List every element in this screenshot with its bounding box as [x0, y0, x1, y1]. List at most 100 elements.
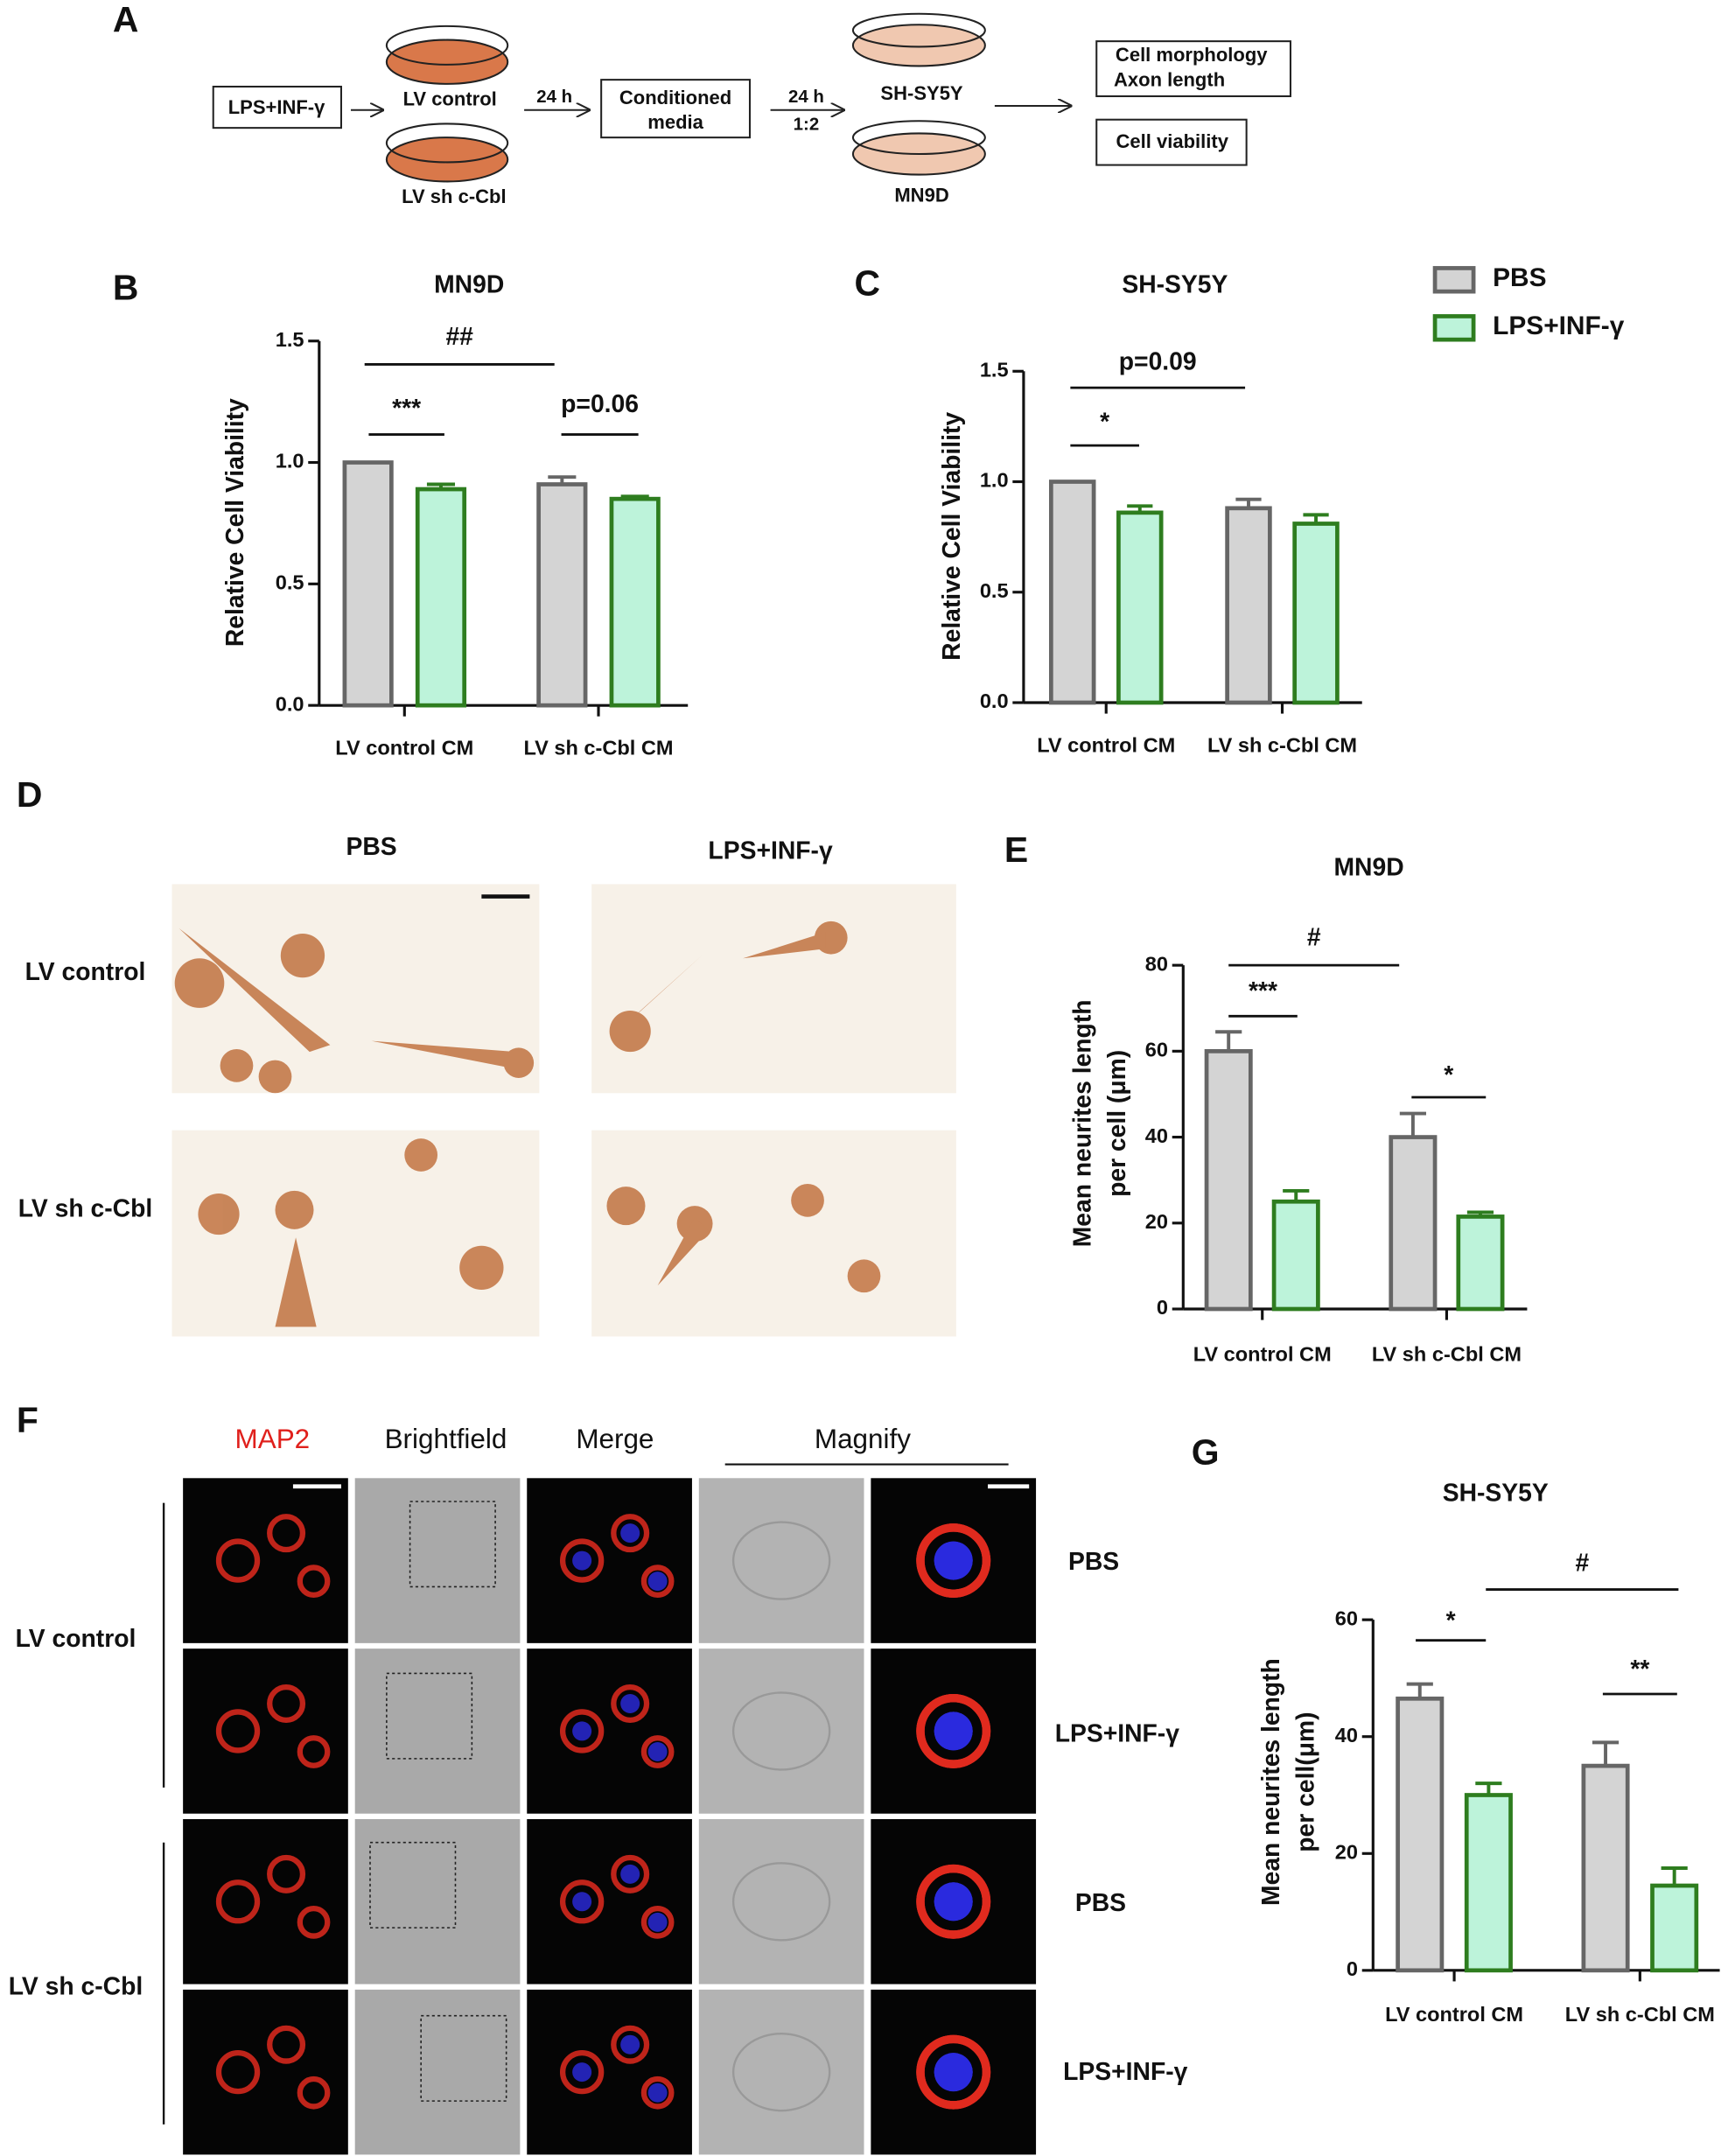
y-tick-label: 1.5: [980, 359, 1009, 382]
bar: [1271, 1199, 1320, 1312]
y-axis-label: Mean neurites length: [1256, 1658, 1284, 1906]
annotation: p=0.09: [1119, 346, 1197, 374]
nucleus: [647, 1572, 668, 1592]
cell: [640, 1906, 675, 1939]
cell: [916, 1864, 991, 1939]
x-tick-label: LV sh c-Cbl CM: [1565, 2003, 1715, 2026]
cell: [297, 2076, 331, 2110]
box: [212, 85, 342, 130]
column-label: PBS: [346, 832, 396, 860]
inset-box: [369, 1841, 457, 1928]
panel-label: F: [17, 1400, 38, 1440]
y-tick-label: 1.0: [980, 469, 1009, 492]
annotation: *: [1444, 1060, 1453, 1088]
row-label: PBS: [1068, 1547, 1119, 1575]
column-label: Magnify: [815, 1424, 911, 1454]
nucleus: [620, 1523, 640, 1544]
bar: [1581, 1763, 1630, 1973]
micrograph: [354, 1989, 521, 2155]
nucleus: [934, 2053, 973, 2092]
bar: [342, 460, 394, 708]
cell: [559, 1538, 605, 1583]
dish-rim: [385, 24, 509, 66]
row-label: LPS+INF-γ: [1055, 1719, 1180, 1747]
bar: [536, 482, 588, 708]
label: Axon length: [1114, 69, 1225, 91]
y-tick-label: 60: [1145, 1039, 1168, 1061]
y-tick-label: 0: [1347, 1957, 1358, 1980]
micrograph: [698, 1819, 864, 1984]
label: LPS+INF-γ: [228, 96, 325, 118]
label: Cell viability: [1116, 130, 1229, 152]
y-tick-label: 0.5: [276, 571, 304, 594]
row-label: LV control: [25, 957, 146, 985]
label: LV sh c-Cbl: [402, 186, 506, 207]
cell: [916, 1694, 991, 1768]
inset-box: [386, 1672, 473, 1760]
micrograph: [698, 1648, 864, 1814]
micrograph: [527, 1648, 692, 1814]
micrograph: [698, 1478, 864, 1643]
y-tick-label: 60: [1335, 1606, 1358, 1629]
nucleus: [934, 1541, 973, 1580]
y-axis-label: per cell (μm): [1102, 1050, 1130, 1197]
bar: [1204, 1049, 1253, 1312]
nucleus: [934, 1712, 973, 1751]
y-tick-label: 0.0: [276, 692, 304, 715]
nucleus: [572, 2062, 592, 2082]
micrograph: [354, 1478, 521, 1643]
x-tick-label: LV sh c-Cbl CM: [1207, 734, 1357, 757]
bar: [1650, 1883, 1699, 1973]
annotation: ***: [1249, 976, 1277, 1004]
y-tick-label: 0: [1157, 1296, 1168, 1319]
box: [1095, 40, 1291, 98]
label: MN9D: [894, 185, 948, 206]
micrographs-d: [171, 884, 956, 1337]
cell: [559, 2049, 605, 2095]
group-label: LV sh c-Cbl: [9, 1972, 143, 2000]
cell: [731, 1862, 831, 1942]
micrograph: [527, 1478, 692, 1643]
cell: [267, 1854, 306, 1894]
annotation: ##: [445, 322, 473, 350]
legend-label: PBS: [1493, 263, 1546, 292]
label: Cell morphology: [1116, 44, 1268, 66]
panel-label: D: [17, 774, 43, 815]
panel-label: C: [854, 263, 880, 304]
cell: [215, 1880, 261, 1924]
cell: [731, 1521, 831, 1600]
micrographs-f-labels: MAP2 Brightfield Merge Magnify LV contro…: [9, 1424, 1188, 2124]
y-tick-label: 1.5: [276, 328, 304, 351]
cell: [611, 1514, 650, 1553]
cell: [215, 1538, 261, 1583]
annotation: #: [1575, 1549, 1589, 1577]
bar: [1225, 506, 1272, 705]
annotation: #: [1307, 923, 1321, 951]
cell: [916, 1523, 991, 1598]
cell: [559, 1880, 605, 1924]
label: Conditioned: [619, 87, 731, 108]
y-axis-label: Relative Cell Viability: [937, 412, 965, 661]
cell: [215, 1709, 261, 1754]
cell: [267, 1514, 306, 1553]
dish: [851, 24, 986, 67]
dish: [385, 38, 509, 85]
column-label: LPS+INF-γ: [708, 836, 833, 864]
inset-box: [409, 1501, 496, 1588]
cell: [267, 1684, 306, 1723]
cell: [731, 1691, 831, 1771]
nucleus: [934, 1882, 973, 1922]
column-label: MAP2: [235, 1424, 311, 1454]
bar: [1292, 522, 1340, 705]
column-label: Merge: [576, 1424, 654, 1454]
label: LV control: [403, 88, 497, 110]
chart-title: SH-SY5Y: [1443, 1479, 1549, 1507]
box: [600, 79, 752, 139]
y-tick-label: 0.5: [980, 579, 1009, 602]
cell: [297, 1564, 331, 1598]
x-tick-label: LV control CM: [335, 737, 473, 760]
legend-swatch: [1432, 266, 1476, 294]
cell: [916, 2034, 991, 2110]
micrographs-f: [183, 1478, 1037, 2155]
